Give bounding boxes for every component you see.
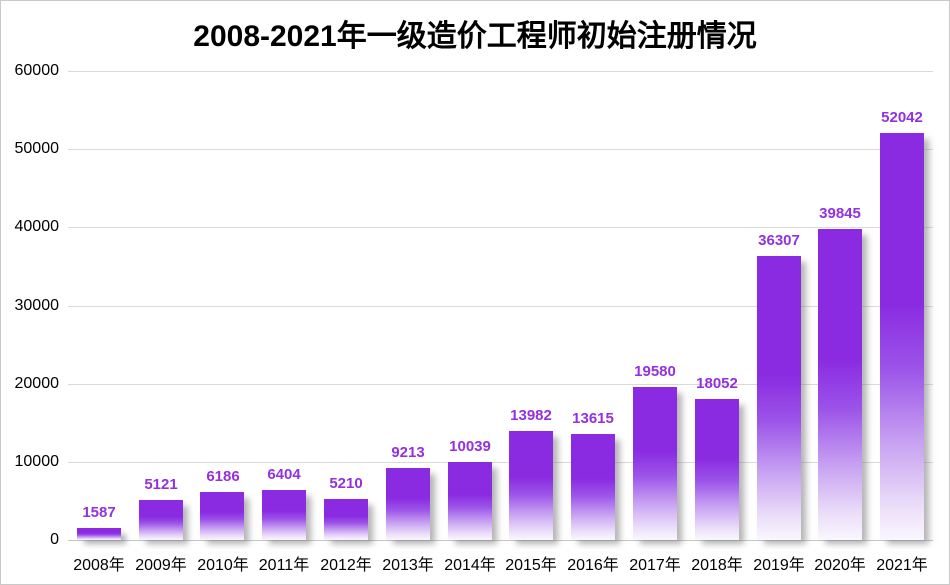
x-axis-label: 2019年 [753,557,805,574]
bar-2008年 [77,528,121,540]
y-axis-label: 10000 [14,453,60,470]
y-axis-label: 0 [50,531,59,548]
y-axis-label: 60000 [14,62,60,79]
bar-2015年 [509,431,553,540]
bar-2013年 [386,468,430,540]
gridline-10000 [68,462,933,463]
bar-2014年 [448,462,492,540]
gridline-50000 [68,149,933,150]
bar-2019年 [757,256,801,540]
bar-value-label: 39845 [819,205,861,222]
bar-2011年 [262,490,306,540]
bar-value-label: 36307 [758,232,800,249]
bar-value-label: 6186 [206,468,240,485]
x-axis-label: 2020年 [814,557,866,574]
chart-title: 2008-2021年一级造价工程师初始注册情况 [193,20,757,53]
bar-2018年 [695,399,739,540]
x-axis-label: 2018年 [691,557,743,574]
bar-value-label: 1587 [82,504,116,521]
bar-value-label: 13615 [572,410,614,427]
gridline-30000 [68,306,933,307]
gridline-40000 [68,227,933,228]
bar-value-label: 10039 [449,438,491,455]
gridline-20000 [68,384,933,385]
bar-2012年 [324,499,368,540]
bar-2021年 [880,133,924,540]
x-axis-label: 2014年 [444,557,496,574]
x-axis-label: 2010年 [197,557,249,574]
bar-value-label: 19580 [634,363,676,380]
y-axis-label: 20000 [14,375,60,392]
bar-2009年 [139,500,183,540]
x-axis-label: 2011年 [258,557,310,574]
bar-value-label: 6404 [267,466,301,483]
bar-value-label: 52042 [881,109,923,126]
x-axis-label: 2015年 [505,557,557,574]
y-axis-label: 30000 [14,297,60,314]
bar-value-label: 5210 [329,475,363,492]
y-axis-label: 40000 [14,218,60,235]
bar-value-label: 5121 [144,476,178,493]
gridline-0 [68,540,933,541]
gridline-60000 [68,71,933,72]
x-axis-label: 2009年 [135,557,187,574]
bar-2017年 [633,387,677,540]
x-axis-label: 2016年 [567,557,619,574]
bar-2016年 [571,434,615,540]
bar-2010年 [200,492,244,540]
x-axis-label: 2017年 [629,557,681,574]
bar-2020年 [818,229,862,540]
y-axis-label: 50000 [14,140,60,157]
x-axis-label: 2008年 [73,557,125,574]
bar-value-label: 13982 [510,407,552,424]
bar-value-label: 18052 [696,375,738,392]
x-axis-label: 2012年 [320,557,372,574]
x-axis-label: 2021年 [876,557,928,574]
bar-value-label: 9213 [391,444,425,461]
x-axis-label: 2013年 [382,557,434,574]
